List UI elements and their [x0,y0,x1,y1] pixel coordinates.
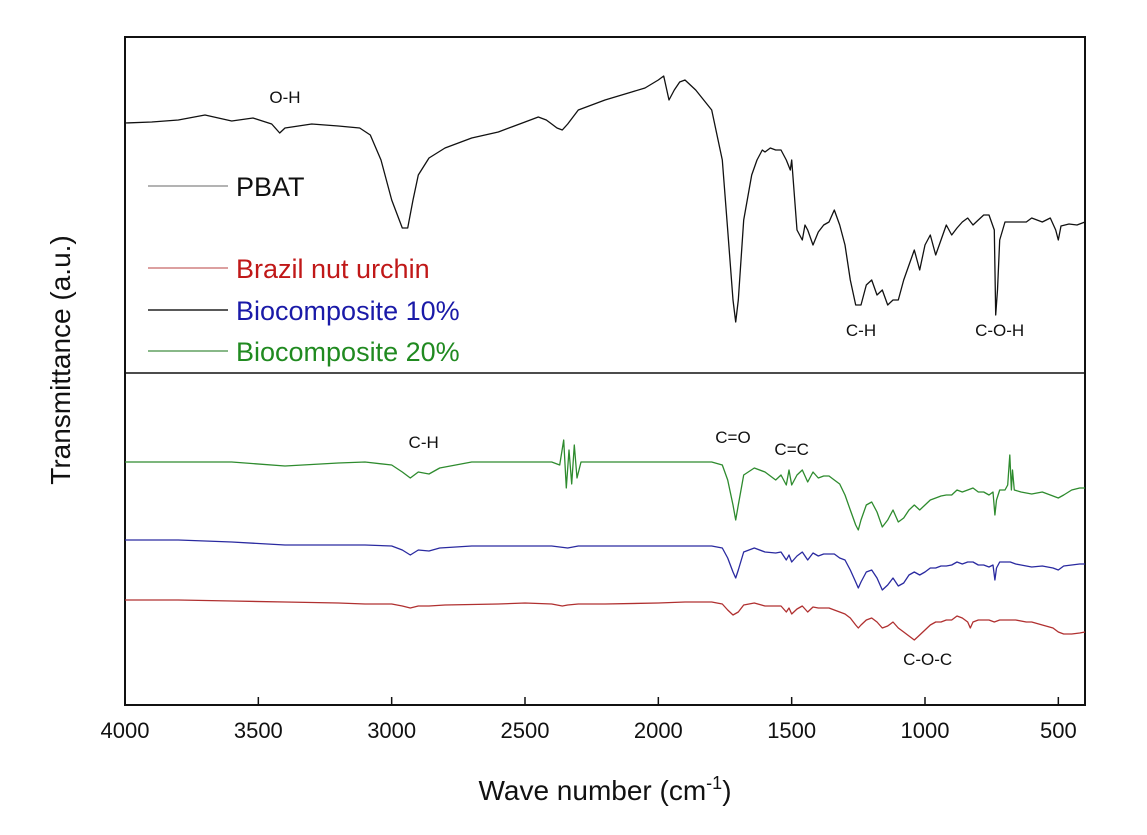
annotation-c-h: C-H [846,321,876,340]
x-tick-label-1500: 1500 [767,718,816,743]
y-axis-title: Transmittance (a.u.) [45,235,76,484]
x-tick-label-2000: 2000 [634,718,683,743]
series-line-biocomposite-10 [125,539,1085,591]
annotation-c-o: C=O [715,428,750,447]
x-tick-label-3500: 3500 [234,718,283,743]
x-axis-title-superscript: -1 [706,773,722,793]
x-tick-label-4000: 4000 [101,718,150,743]
legend-label-pbat: PBAT [236,172,305,202]
annotations: O-H C-H C-O-H C-H C=O C=C C-O-C [269,88,1024,669]
series-line-pbat [124,75,1086,323]
annotation-c-h: C-H [409,433,439,452]
series-layer [124,75,1086,641]
annotation-c-o-c: C-O-C [903,650,952,669]
legend-label-biocomposite-10: Biocomposite 10% [236,296,460,326]
x-tick-label-3000: 3000 [367,718,416,743]
legend: PBAT Brazil nut urchin Biocomposite 10% Bio… [148,172,460,367]
x-tick-label-1000: 1000 [901,718,950,743]
annotation-o-h: O-H [269,88,300,107]
annotation-c-c: C=C [774,440,808,459]
x-tick-label-2500: 2500 [501,718,550,743]
legend-label-biocomposite-20: Biocomposite 20% [236,337,460,367]
x-tick-label-500: 500 [1040,718,1077,743]
x-axis-title: Wave number (cm-1) [478,773,731,806]
legend-label-brazil-nut-urchin: Brazil nut urchin [236,254,430,284]
x-axis-title-close: ) [722,775,731,806]
plot-frame [124,36,1086,706]
series-line-brazil-nut-urchin [125,599,1086,641]
x-axis-ticks [124,697,1060,705]
x-axis-tick-labels: 4000 3500 3000 2500 2000 1500 1000 500 [101,718,1077,743]
series-line-biocomposite-20 [125,439,1085,531]
annotation-c-o-h: C-O-H [975,321,1024,340]
